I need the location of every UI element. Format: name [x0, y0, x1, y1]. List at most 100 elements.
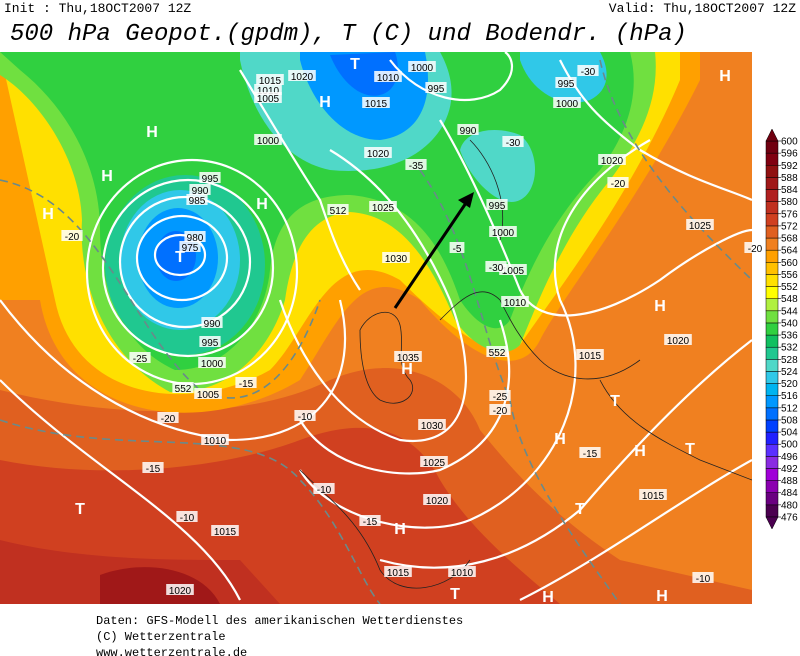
- isoline-label: 995: [202, 174, 219, 185]
- pressure-center: T: [450, 586, 460, 603]
- colorbar-tick-label: 564: [781, 246, 798, 257]
- label-box: [369, 201, 397, 212]
- colorbar-tick-label: 568: [781, 234, 798, 245]
- colorbar-tick-label: 528: [781, 355, 798, 366]
- isoline-label: 1015: [579, 351, 602, 362]
- isoline-label: -20: [493, 406, 508, 417]
- label-box: [157, 412, 179, 423]
- isoline-label: 985: [189, 196, 206, 207]
- isoline-label: 1005: [257, 94, 280, 105]
- pressure-center: H: [656, 588, 668, 605]
- isoline-label: 1005: [197, 390, 220, 401]
- colorbar-tick-label: 576: [781, 209, 798, 220]
- colorbar-band: [765, 165, 779, 178]
- label-box: [359, 515, 381, 526]
- isoline-label: 1015: [387, 568, 410, 579]
- isoline-label: 1020: [169, 586, 192, 597]
- colorbar-band: [765, 407, 779, 421]
- isoline-label: 1015: [365, 99, 388, 110]
- colorbar-band: [765, 322, 779, 336]
- colorbar-tick-label: 492: [781, 464, 798, 475]
- colorbar-band: [765, 395, 779, 409]
- pressure-center: H: [401, 361, 413, 378]
- colorbar-tick-label: 520: [781, 379, 798, 390]
- isoline-label: 1000: [492, 228, 515, 239]
- colorbar-tick-label: 484: [781, 488, 798, 499]
- colorbar-band: [765, 152, 779, 166]
- pressure-center: H: [101, 168, 113, 185]
- isoline-label: 1010: [451, 568, 474, 579]
- label-box: [176, 511, 198, 522]
- label-box: [502, 136, 524, 147]
- colorbar-band: [765, 431, 779, 445]
- colorbar-end: [765, 516, 779, 530]
- colorbar-tick-label: 596: [781, 149, 798, 160]
- colorbar-tick-label: 536: [781, 331, 798, 342]
- label-box: [744, 242, 766, 253]
- isoline-label: 1000: [201, 359, 224, 370]
- isoline-label: 1010: [204, 436, 227, 447]
- label-box: [254, 84, 282, 95]
- colorbar-band: [765, 177, 779, 190]
- isoline-label: 995: [558, 79, 575, 90]
- colorbar-tick-label: 540: [781, 318, 798, 329]
- colorbar-tick-label: 496: [781, 452, 798, 463]
- isoline-label: -15: [239, 379, 254, 390]
- colorbar-tick-label: 508: [781, 415, 798, 426]
- label-box: [408, 61, 436, 72]
- colorbar-band: [765, 371, 779, 384]
- colorbar-tick-label: 572: [781, 221, 798, 232]
- label-box: [692, 572, 714, 583]
- footer-line: Daten: GFS-Modell des amerikanischen Wet…: [96, 614, 463, 628]
- label-box: [420, 456, 448, 467]
- colorbar-band: [765, 286, 779, 299]
- colorbar-band: [765, 213, 779, 227]
- pressure-center: T: [75, 501, 85, 518]
- pressure-center: H: [654, 298, 666, 315]
- isoline-label: 1010: [504, 298, 527, 309]
- isoline-label: 552: [489, 348, 506, 359]
- label-box: [686, 219, 714, 230]
- colorbar-tick-label: 600: [781, 137, 798, 148]
- label-box: [362, 97, 390, 108]
- label-box: [199, 336, 221, 347]
- isoline-label: 1025: [423, 458, 446, 469]
- label-box: [384, 566, 412, 577]
- isoline-label: -10: [696, 574, 711, 585]
- isoline-label: 512: [330, 206, 347, 217]
- isoline-label: -10: [317, 485, 332, 496]
- footer-line: (C) Wetterzentrale: [96, 630, 226, 644]
- label-box: [166, 584, 194, 595]
- colorbar-tick-label: 500: [781, 440, 798, 451]
- label-box: [489, 226, 517, 237]
- isoline-label: 1000: [257, 136, 280, 147]
- colorbar-tick-label: 480: [781, 500, 798, 511]
- pressure-center: H: [42, 206, 54, 223]
- label-box: [489, 404, 511, 415]
- isoline-label: 1020: [426, 496, 449, 507]
- label-box: [485, 261, 507, 272]
- colorbar-band: [765, 468, 779, 481]
- isoline-label: 990: [192, 186, 209, 197]
- label-box: [172, 382, 194, 393]
- label-box: [189, 184, 211, 195]
- colorbar-tick-label: 560: [781, 258, 798, 269]
- colorbar-band: [765, 383, 779, 396]
- isoline-label: 995: [428, 84, 445, 95]
- isoline-label: 995: [202, 338, 219, 349]
- isoline-label: 1015: [214, 527, 237, 538]
- label-box: [198, 357, 226, 368]
- isoline-label: -35: [409, 161, 424, 172]
- colorbar-tick-label: 588: [781, 173, 798, 184]
- isoline-label: 1025: [372, 203, 395, 214]
- pressure-center: T: [575, 501, 585, 518]
- isoline-label: -25: [493, 392, 508, 403]
- isoline-label: -20: [65, 232, 80, 243]
- isoline-label: -30: [581, 67, 596, 78]
- label-box: [184, 231, 206, 242]
- colorbar-band: [765, 334, 779, 348]
- valid-time: Valid: Thu,18OCT2007 12Z: [609, 1, 796, 16]
- label-box: [254, 92, 282, 103]
- isoline-label: -15: [583, 449, 598, 460]
